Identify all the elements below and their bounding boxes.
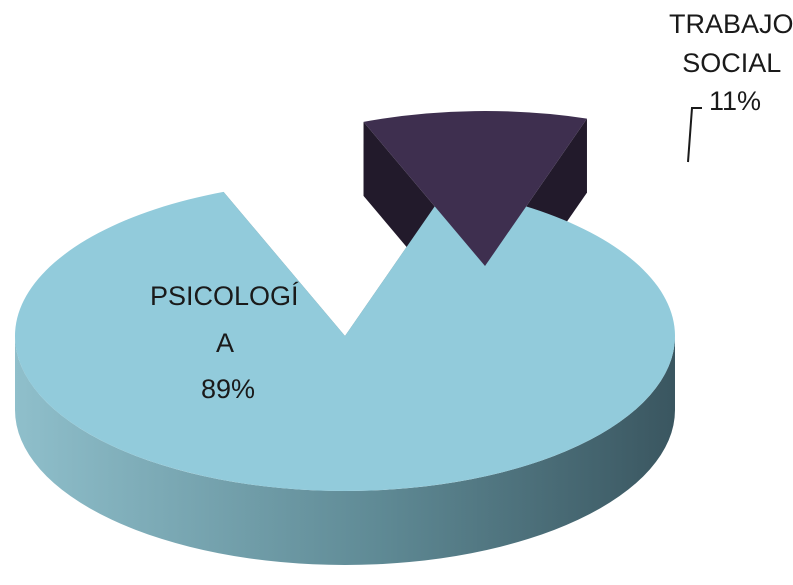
slice-tops	[14, 111, 675, 491]
leader-line	[687, 107, 702, 163]
slice-label-trabajo-social: TRABAJO SOCIAL 11%	[669, 9, 793, 116]
slice-label-psicologia-line1: PSICOLOGÍ	[150, 281, 299, 311]
slice-label-trabajo-social-percent: 11%	[709, 86, 761, 116]
slice-label-psicologia: PSICOLOGÍ A 89%	[150, 281, 306, 404]
slice-label-psicologia-line2: A	[216, 328, 234, 358]
slice-top-1	[363, 111, 587, 266]
slice-side-0-0	[15, 336, 675, 565]
slice-top-0	[14, 188, 675, 491]
slice-label-trabajo-social-line2: SOCIAL	[682, 48, 781, 78]
slice-label-psicologia-percent: 89%	[201, 374, 255, 404]
slice-label-trabajo-social-line1: TRABAJO	[669, 9, 793, 39]
